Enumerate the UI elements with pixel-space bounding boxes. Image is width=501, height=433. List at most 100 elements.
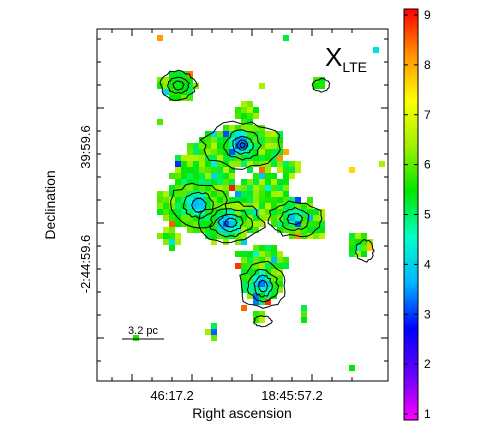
- map-pixel: [307, 233, 313, 239]
- map-pixel: [283, 227, 289, 233]
- colorbar-tick-label: 1: [424, 407, 431, 421]
- map-pixel: [247, 269, 253, 275]
- map-pixel: [187, 143, 193, 149]
- map-pixel: [361, 233, 367, 239]
- map-pixel: [241, 221, 247, 227]
- map-pixel: [277, 281, 283, 287]
- contour-line: [239, 260, 286, 309]
- map-pixel: [277, 191, 283, 197]
- map-pixel: [271, 287, 277, 293]
- map-pixel: [277, 251, 283, 257]
- panel-label-main: X: [325, 42, 342, 72]
- map-pixel: [319, 209, 325, 215]
- map-pixel: [205, 227, 211, 233]
- map-pixel: [253, 275, 259, 281]
- map-pixel: [169, 173, 175, 179]
- map-pixel: [277, 275, 283, 281]
- map-pixel: [181, 161, 187, 167]
- map-pixel: [157, 77, 163, 83]
- map-pixel: [211, 143, 217, 149]
- map-pixel: [181, 167, 187, 173]
- map-pixel: [259, 209, 265, 215]
- map-pixel: [259, 197, 265, 203]
- map-pixel: [241, 161, 247, 167]
- map-pixel: [229, 185, 235, 191]
- colorbar-tick-label: 3: [424, 307, 431, 321]
- colorbar-tick-label: 8: [424, 58, 431, 72]
- map-pixel: [283, 203, 289, 209]
- map-pixel: [253, 311, 259, 317]
- map-pixel: [217, 179, 223, 185]
- map-pixel: [265, 251, 271, 257]
- map-pixel: [211, 329, 217, 335]
- map-pixel: [301, 311, 307, 317]
- map-pixel: [223, 233, 229, 239]
- map-pixel: [211, 149, 217, 155]
- map-pixel: [205, 329, 211, 335]
- map-pixel: [301, 203, 307, 209]
- map-pixel: [229, 137, 235, 143]
- map-pixel: [163, 203, 169, 209]
- map-pixel: [271, 173, 277, 179]
- y-tick-label: -2:44:59.6: [78, 235, 93, 294]
- map-pixel: [265, 245, 271, 251]
- map-pixel: [241, 233, 247, 239]
- map-pixel: [157, 35, 163, 41]
- map-pixel: [205, 197, 211, 203]
- map-pixel: [349, 233, 355, 239]
- map-pixel: [307, 197, 313, 203]
- contour-line: [217, 214, 244, 233]
- map-pixel: [277, 209, 283, 215]
- map-pixel: [271, 149, 277, 155]
- contour-lines: [159, 69, 375, 328]
- map-pixel: [229, 149, 235, 155]
- map-pixel: [253, 137, 259, 143]
- map-pixel: [295, 209, 301, 215]
- map-pixel: [217, 209, 223, 215]
- contour-line: [311, 77, 331, 93]
- map-pixel: [349, 365, 355, 371]
- panel-label: XLTE: [325, 42, 367, 75]
- map-pixel: [181, 221, 187, 227]
- map-pixel: [223, 149, 229, 155]
- map-pixel: [217, 131, 223, 137]
- map-pixel: [253, 281, 259, 287]
- map-pixel: [259, 203, 265, 209]
- map-pixel: [271, 275, 277, 281]
- map-pixel: [241, 191, 247, 197]
- map-pixel: [307, 215, 313, 221]
- contour-line: [223, 217, 238, 228]
- map-pixel: [259, 191, 265, 197]
- map-pixel: [277, 263, 283, 269]
- map-pixel: [199, 203, 205, 209]
- map-pixel: [241, 281, 247, 287]
- map-pixel: [319, 83, 325, 89]
- contour-line: [167, 76, 191, 94]
- x-tick-label: 18:45:57.2: [261, 388, 322, 403]
- contour-line: [223, 129, 262, 161]
- map-pixel: [175, 155, 181, 161]
- map-pixel: [187, 83, 193, 89]
- map-pixel: [253, 143, 259, 149]
- map-pixel: [289, 203, 295, 209]
- map-pixel: [199, 143, 205, 149]
- map-pixel: [247, 257, 253, 263]
- map-pixel: [181, 71, 187, 77]
- map-pixel: [211, 203, 217, 209]
- map-pixel: [289, 215, 295, 221]
- map-pixel: [277, 179, 283, 185]
- map-pixel: [307, 227, 313, 233]
- map-pixel: [265, 203, 271, 209]
- map-pixel: [283, 167, 289, 173]
- map-pixel: [205, 215, 211, 221]
- map-pixel: [241, 197, 247, 203]
- map-pixel: [211, 209, 217, 215]
- map-pixel: [235, 263, 241, 269]
- map-pixel: [211, 215, 217, 221]
- map-pixel: [259, 179, 265, 185]
- map-pixel: [259, 131, 265, 137]
- map-pixel: [211, 233, 217, 239]
- map-pixel: [265, 209, 271, 215]
- map-pixel: [277, 257, 283, 263]
- contour-line: [253, 274, 274, 298]
